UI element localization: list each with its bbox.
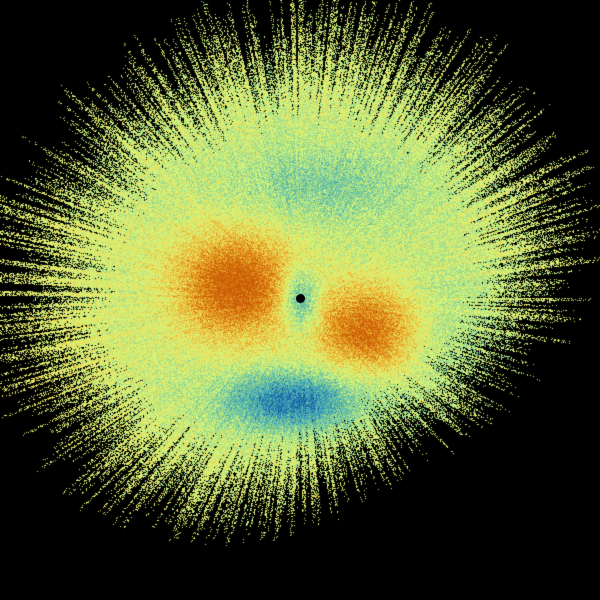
- radar-center-marker: [296, 294, 305, 303]
